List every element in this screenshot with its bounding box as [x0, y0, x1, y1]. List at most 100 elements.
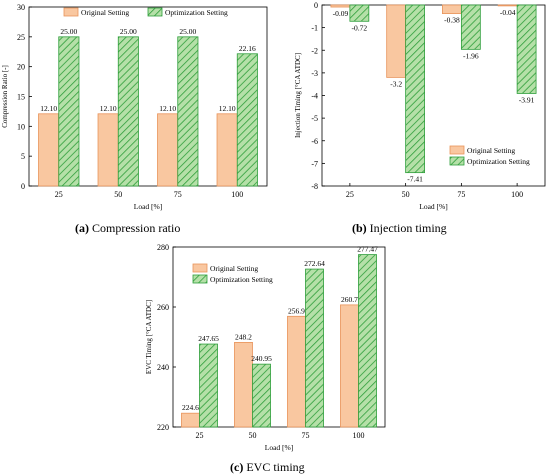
- y-tick-label: 220: [157, 423, 169, 432]
- y-tick-label: -6: [311, 137, 318, 146]
- legend: Original Setting Optimization Setting: [449, 145, 530, 166]
- bar-optimization: [177, 36, 199, 187]
- data-label: -3.91: [519, 95, 535, 104]
- y-tick-label: 25: [17, 33, 25, 42]
- data-label: 12.10: [159, 104, 176, 113]
- y-tick-label: 280: [157, 243, 169, 252]
- bar-optimization: [236, 53, 258, 187]
- bar-original: [497, 4, 518, 7]
- caption-a-text: Compression ratio: [89, 221, 181, 235]
- bar-optimization: [199, 343, 218, 428]
- y-tick-label: 0: [314, 1, 318, 10]
- bar-optimization: [460, 4, 481, 50]
- bar-original: [442, 4, 462, 14]
- bar-original: [216, 113, 238, 187]
- x-axis-label: Load [%]: [265, 443, 294, 452]
- data-label: -0.38: [444, 16, 460, 25]
- x-tick-label: 100: [511, 190, 523, 199]
- y-axis-label: Compression Ratio [-]: [1, 65, 9, 128]
- data-label: 25.00: [179, 27, 196, 36]
- compression-ratio-chart: 0 5 10 15 20 25 30 Compression Ratio [-] Load [%…: [1, 3, 268, 211]
- bar-optimization: [349, 4, 370, 22]
- y-axis-label: Injection Timing [°CA ATDC]: [294, 53, 302, 138]
- data-label: 240.95: [251, 354, 272, 363]
- x-tick-label: 75: [174, 190, 182, 199]
- legend-swatch-original: [449, 145, 465, 155]
- caption-b-letter: (b): [352, 221, 367, 235]
- bar-optimization: [516, 4, 537, 94]
- legend-label: Optimization Setting: [165, 8, 228, 17]
- legend-swatch-optimization: [147, 7, 163, 17]
- x-tick-label: 50: [114, 190, 122, 199]
- legend-label: Original Setting: [467, 146, 515, 155]
- data-label: 224.6: [182, 403, 199, 412]
- data-label: 260.7: [341, 295, 358, 304]
- x-tick-label: 75: [302, 431, 310, 440]
- bar-original: [38, 113, 60, 187]
- x-axis-label: Load [%]: [419, 202, 448, 211]
- data-label: 25.00: [120, 27, 137, 36]
- caption-b: (b) Injection timing: [352, 221, 447, 236]
- data-label: 12.10: [100, 104, 117, 113]
- y-tick-label: 10: [17, 122, 25, 131]
- x-tick-label: 100: [231, 190, 243, 199]
- bar-optimization: [252, 363, 271, 428]
- y-axis-label: EVC Timing [°CA ATDC]: [145, 300, 153, 374]
- bar-optimization: [117, 36, 139, 187]
- data-label: 22.16: [239, 44, 256, 53]
- data-label: -0.04: [500, 8, 516, 17]
- caption-b-text: Injection timing: [366, 221, 447, 235]
- x-tick-label: 100: [353, 431, 365, 440]
- y-tick-label: 20: [17, 63, 25, 72]
- y-tick-label: -1: [311, 24, 318, 33]
- x-tick-label: 25: [55, 190, 63, 199]
- y-tick-label: -8: [311, 182, 318, 191]
- legend-label: Original Setting: [81, 8, 129, 17]
- data-label: -0.09: [333, 9, 349, 18]
- caption-c: (c) EVC timing: [230, 460, 305, 475]
- legend-label: Original Setting: [210, 264, 258, 273]
- bar-original: [340, 304, 359, 428]
- legend-swatch-optimization: [449, 156, 465, 166]
- bar-original: [234, 341, 253, 428]
- x-tick-label: 50: [249, 431, 257, 440]
- x-tick-label: 75: [457, 190, 465, 199]
- y-tick-label: 30: [17, 3, 25, 12]
- bar-original: [386, 4, 407, 78]
- x-axis-label: Load [%]: [134, 202, 163, 211]
- x-tick-label: 25: [196, 431, 204, 440]
- bar-original: [287, 315, 306, 428]
- y-tick-label: 260: [157, 303, 169, 312]
- x-tick-label: 50: [402, 190, 410, 199]
- bar-original: [181, 412, 200, 428]
- bar-original: [330, 4, 351, 8]
- evc-timing-chart: 220 240 260 280 EVC Timing [°CA ATDC] Load [%…: [145, 243, 386, 452]
- y-tick-label: -5: [311, 114, 318, 123]
- legend-swatch-original: [192, 263, 208, 273]
- data-label: -0.72: [352, 23, 368, 32]
- y-tick-label: 15: [17, 93, 25, 102]
- legend-swatch-optimization: [192, 274, 208, 284]
- bar-optimization: [58, 36, 80, 187]
- injection-timing-chart: -8 -7 -6 -5 -4 -3 -2 -1 0 Injection Timing [°CA A…: [294, 1, 546, 211]
- caption-c-text: EVC timing: [243, 460, 305, 474]
- y-tick-label: -2: [311, 46, 318, 55]
- caption-c-letter: (c): [230, 460, 244, 474]
- bar-original: [157, 113, 179, 187]
- legend: Original Setting Optimization Setting: [63, 7, 228, 17]
- data-label: 248.2: [235, 332, 252, 341]
- data-label: -1.96: [463, 51, 479, 60]
- x-tick-label: 25: [346, 190, 354, 199]
- bar-original: [97, 113, 119, 187]
- data-label: 247.65: [198, 334, 219, 343]
- legend-label: Optimization Setting: [210, 275, 273, 284]
- legend-label: Optimization Setting: [467, 157, 530, 166]
- legend: Original Setting Optimization Setting: [192, 263, 273, 284]
- plot-frame: [172, 246, 386, 428]
- caption-a-letter: (a): [75, 221, 89, 235]
- data-label: 12.10: [40, 104, 57, 113]
- data-label: 277.47: [357, 245, 378, 254]
- y-tick-label: -7: [311, 159, 318, 168]
- data-label: -3.2: [390, 79, 402, 88]
